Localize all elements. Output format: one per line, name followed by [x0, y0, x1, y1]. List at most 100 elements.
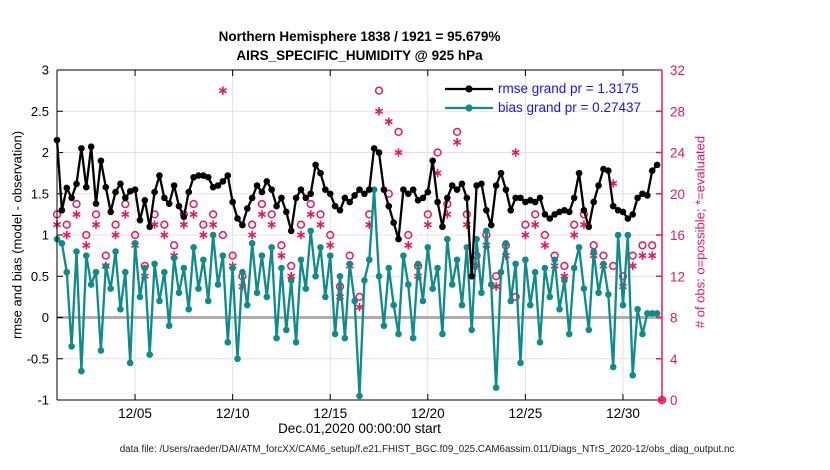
rmse-line-path [55, 140, 658, 277]
bias-line-marker [209, 231, 217, 239]
possible-obs-marker [189, 199, 198, 209]
possible-obs-marker [72, 199, 81, 209]
rmse-line-marker [73, 180, 80, 188]
possible-obs-marker [491, 272, 501, 281]
rmse-legend-label: rmse grand pr = 1.3175 [498, 81, 639, 96]
rmse-line-marker [453, 186, 461, 193]
rmse-line-marker [322, 186, 329, 193]
possible-obs-marker [218, 230, 228, 240]
bias-line-marker [614, 231, 622, 239]
evaluated-obs-marker [423, 220, 432, 229]
left-tick-label: -1 [37, 393, 49, 408]
bias-legend-label: bias grand pr = 0.27437 [498, 100, 641, 115]
evaluated-obs-marker [189, 210, 198, 219]
evaluated-obs-marker [248, 230, 257, 240]
rmse-line-marker [78, 145, 85, 152]
rmse-line-marker [214, 182, 222, 189]
rmse-line-marker [390, 219, 397, 226]
possible-obs-marker [267, 210, 276, 219]
evaluated-obs-marker [628, 261, 637, 271]
possible-obs-marker [609, 261, 618, 271]
bias-line-marker [419, 297, 427, 305]
rmse-line-marker [517, 194, 524, 202]
possible-obs-marker [521, 220, 530, 229]
possible-obs-marker [296, 220, 306, 229]
evaluated-obs-marker [82, 241, 91, 250]
evaluated-obs-marker [306, 210, 315, 219]
possible-obs-marker [62, 220, 71, 229]
bias-line-marker [243, 301, 251, 309]
rmse-line-marker [404, 190, 412, 198]
evaluated-obs-marker [648, 251, 657, 260]
rmse-line-marker [180, 213, 188, 221]
rmse-line-marker [629, 211, 637, 218]
rmse-line-marker [287, 227, 295, 235]
possible-obs-marker [326, 230, 335, 240]
evaluated-obs-marker [404, 241, 413, 250]
rmse-line-marker [551, 211, 558, 218]
rmse-line-marker [253, 182, 261, 189]
rmse-line-marker [536, 194, 544, 202]
rmse-line-marker [224, 172, 232, 179]
bias-line-marker [639, 330, 646, 338]
possible-obs-marker [618, 272, 628, 281]
x-tick-label: 12/20 [411, 406, 445, 421]
rmse-line-marker [273, 202, 280, 210]
possible-obs-marker [130, 230, 140, 240]
evaluated-obs-marker [394, 148, 403, 157]
bias-line-marker [73, 248, 80, 255]
bias-line-marker [117, 305, 124, 313]
bias-line-marker [634, 305, 641, 313]
rmse-line-marker [165, 200, 173, 207]
rmse-line-marker [97, 157, 105, 165]
possible-obs-marker [101, 251, 110, 260]
rmse-line-marker [258, 188, 266, 196]
bias-line-marker [146, 351, 154, 358]
x-tick-label: 12/10 [216, 406, 250, 421]
rmse-line-marker [312, 161, 319, 169]
bias-line-marker [424, 244, 432, 251]
possible-obs-marker [452, 127, 462, 137]
rmse-line-marker [478, 180, 485, 188]
evaluated-obs-marker [179, 220, 188, 229]
rmse-line-marker [331, 202, 339, 210]
bias-line-marker [429, 285, 436, 292]
bias-line-marker [180, 264, 188, 272]
bias-line-marker [346, 260, 354, 268]
rmse-line-marker [336, 206, 344, 214]
rmse-line-marker [92, 200, 100, 207]
bias-line-marker [195, 285, 202, 292]
possible-obs-marker [570, 220, 579, 229]
bias-line-marker [107, 285, 114, 292]
possible-obs-marker [82, 230, 91, 240]
rmse-line-marker [448, 182, 456, 189]
bias-line-marker [112, 248, 119, 255]
rmse-line-marker [605, 167, 612, 174]
rmse-line-marker [365, 186, 373, 193]
rmse-line-marker [487, 221, 495, 229]
evaluated-obs-marker [209, 220, 218, 229]
bias-line-marker [624, 231, 632, 239]
left-tick-label: 1.5 [31, 186, 49, 201]
x-axis-label: Dec.01,2020 00:00:00 start [278, 421, 441, 436]
evaluated-obs-marker [316, 220, 325, 229]
left-tick-label: 3 [42, 63, 49, 78]
rmse-line-marker [424, 188, 432, 196]
bias-line-marker [307, 227, 315, 235]
bias-line-marker [219, 252, 227, 259]
axis-ticks [57, 69, 662, 401]
bias-line-marker [390, 301, 397, 309]
bias-line-marker [526, 301, 534, 309]
x-tick-label: 12/25 [508, 406, 542, 421]
bias-line-marker [361, 277, 368, 284]
possible-obs-marker [121, 199, 130, 209]
rmse-line-marker [307, 190, 315, 198]
bias-line-marker [512, 260, 519, 268]
bias-line-marker [609, 363, 617, 371]
rmse-line-marker [283, 208, 290, 216]
bias-line-marker [131, 239, 139, 247]
bias-line-marker [380, 322, 388, 330]
left-tick-label: 0.5 [31, 269, 49, 284]
